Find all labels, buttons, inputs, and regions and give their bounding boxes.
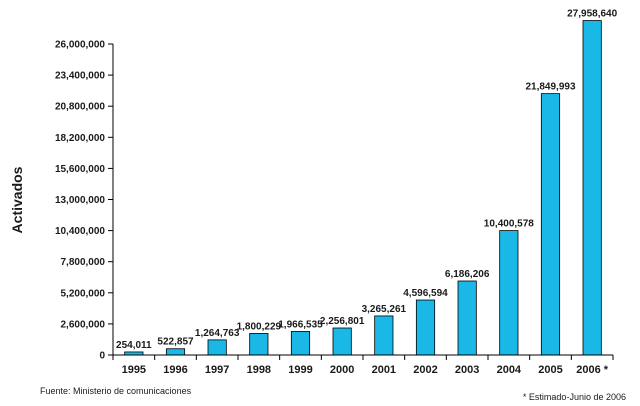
bar-2000 xyxy=(332,327,352,356)
x-tick-label: 2005 xyxy=(538,364,562,376)
bar-2006 xyxy=(582,20,602,356)
data-label: 4,596,594 xyxy=(403,288,448,299)
bar-1999 xyxy=(290,331,311,356)
x-tick-label: 1999 xyxy=(288,364,312,376)
bar-1996 xyxy=(165,348,186,356)
y-tick-label: 0 xyxy=(99,351,105,362)
data-label: 27,958,640 xyxy=(567,9,617,20)
estimate-note: * Estimado-Junio de 2006 xyxy=(523,392,626,402)
data-label: 254,011 xyxy=(116,340,152,351)
x-tick-label: 2001 xyxy=(372,364,396,376)
data-label: 522,857 xyxy=(157,337,194,348)
y-tick-label: 23,400,000 xyxy=(55,71,105,82)
x-tick-label: 1996 xyxy=(163,364,187,376)
y-axis-label: Activados xyxy=(9,166,25,233)
data-label: 1,264,763 xyxy=(195,328,240,339)
data-labels: 254,011 522,8571,264,7631,800,2291,966,53… xyxy=(116,9,618,351)
y-tick-label: 10,400,000 xyxy=(55,226,105,237)
y-tick-label: 18,200,000 xyxy=(55,133,105,144)
bars xyxy=(124,20,602,356)
x-axis: 1995 1996 1997 1998 1999 2000 2001 2002 2003 2004… xyxy=(112,354,614,376)
bar-1998 xyxy=(249,333,269,356)
y-tick-label: 26,000,000 xyxy=(55,40,105,51)
bar-2003 xyxy=(457,280,477,356)
data-label: 10,400,578 xyxy=(484,219,534,230)
x-tick-label: 1995 xyxy=(122,364,146,376)
x-tick-label: 2004 xyxy=(497,364,522,376)
y-tick-label: 20,800,000 xyxy=(55,102,105,113)
y-tick-label: 2,600,000 xyxy=(61,319,106,330)
x-tick-label: 2000 xyxy=(330,364,354,376)
y-tick-label: 7,800,000 xyxy=(61,257,106,268)
bar-2001 xyxy=(374,315,394,356)
source-note: Fuente: Ministerio de comunicaciones xyxy=(40,386,192,396)
x-tick-label: 1997 xyxy=(205,364,229,376)
bar-2004 xyxy=(499,230,519,356)
data-label: 21,849,993 xyxy=(525,82,575,93)
y-tick-label: 13,000,000 xyxy=(55,195,105,206)
data-label: 6,186,206 xyxy=(445,269,490,280)
y-tick-label: 5,200,000 xyxy=(61,288,106,299)
data-label: 1,800,229 xyxy=(237,321,282,332)
x-tick-label: 2003 xyxy=(455,364,479,376)
bar-2005 xyxy=(540,93,561,356)
bar-1997 xyxy=(207,339,227,356)
bar-2002 xyxy=(415,299,436,356)
y-tick-label: 15,600,000 xyxy=(55,164,105,175)
x-tick-label: 2002 xyxy=(413,364,437,376)
data-label: 1,966,535 xyxy=(278,319,323,330)
x-tick-label: 1998 xyxy=(247,364,271,376)
x-tick-label: 2006 * xyxy=(576,364,609,376)
y-axis: 0 2,600,000 5,200,000 7,800,000 10,400,000 13… xyxy=(55,40,114,362)
data-label: 3,265,261 xyxy=(362,304,407,315)
data-label: 2,256,801 xyxy=(320,316,365,327)
